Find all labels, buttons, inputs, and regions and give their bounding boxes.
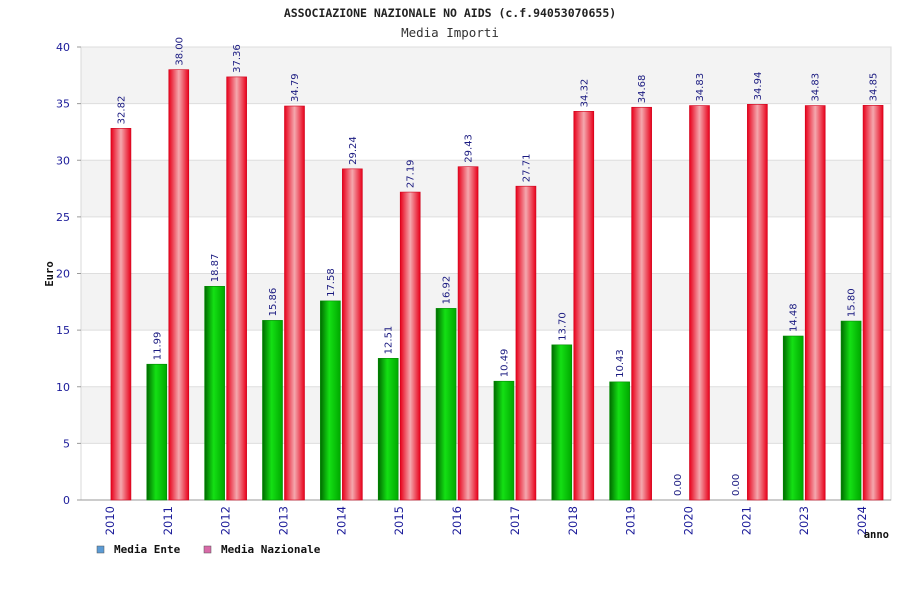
x-tick-label-2011: 2011 (161, 506, 175, 535)
bar-media-nazionale-2020 (689, 105, 710, 501)
data-label-media-nazionale-2014: 29.24 (348, 136, 359, 165)
plot-band (81, 386, 891, 444)
data-label-media-nazionale-2015: 27.19 (406, 159, 417, 188)
legend-label-media-nazionale: Media Nazionale (221, 543, 321, 556)
data-label-media-ente-2024: 15.80 (847, 288, 858, 317)
x-axis-label: anno (864, 529, 889, 541)
x-tick-label-2015: 2015 (392, 506, 406, 535)
data-label-media-ente-2012: 18.87 (210, 254, 221, 283)
y-tick-label: 10 (56, 381, 70, 394)
bar-media-nazionale-2017 (515, 185, 537, 501)
bar-media-nazionale-2024 (862, 105, 884, 501)
data-label-media-ente-2019: 10.43 (615, 349, 626, 378)
bar-media-nazionale-2023 (804, 105, 826, 501)
y-tick-label: 0 (63, 494, 70, 507)
chart-title: ASSOCIAZIONE NAZIONALE NO AIDS (c.f.9405… (284, 6, 616, 20)
data-label-media-nazionale-2011: 38.00 (174, 37, 185, 66)
data-label-media-ente-2013: 15.86 (268, 288, 279, 317)
legend-swatch-media-ente (96, 545, 105, 554)
data-label-media-nazionale-2018: 34.32 (579, 79, 590, 108)
y-tick-label: 15 (56, 324, 70, 337)
bar-media-nazionale-2014 (342, 168, 363, 501)
plot-band (81, 160, 891, 217)
bar-media-nazionale-2010 (110, 128, 132, 501)
data-label-media-ente-2016: 16.92 (442, 276, 453, 305)
y-tick-label: 5 (63, 437, 70, 450)
bar-media-ente-2018 (551, 344, 573, 501)
data-label-media-ente-2021: 0.00 (731, 474, 742, 496)
bar-media-ente-2011 (146, 363, 168, 501)
data-label-media-ente-2011: 11.99 (152, 332, 163, 361)
data-label-media-nazionale-2019: 34.68 (637, 75, 648, 104)
x-tick-label-2018: 2018 (566, 506, 580, 535)
bar-media-ente-2023 (782, 335, 804, 501)
bar-media-ente-2013 (262, 320, 283, 501)
bar-media-ente-2019 (609, 381, 630, 501)
x-tick-label-2023: 2023 (797, 506, 811, 535)
bar-media-ente-2024 (840, 320, 862, 501)
y-tick-label: 20 (56, 268, 70, 281)
bar-media-ente-2017 (493, 380, 515, 501)
bar-media-nazionale-2019 (631, 106, 652, 501)
data-label-media-ente-2023: 14.48 (789, 303, 800, 332)
bar-media-ente-2016 (435, 308, 457, 501)
x-tick-label-2019: 2019 (624, 506, 638, 535)
data-label-media-nazionale-2020: 34.83 (695, 73, 706, 102)
y-axis-label: Euro (44, 261, 56, 286)
y-tick-label: 35 (56, 98, 70, 111)
data-label-media-ente-2018: 13.70 (557, 312, 568, 341)
x-tick-label-2010: 2010 (103, 506, 117, 535)
bar-media-nazionale-2021 (747, 104, 768, 501)
data-label-media-nazionale-2013: 34.79 (290, 73, 301, 102)
legend: Media Ente Media Nazionale (96, 543, 321, 556)
data-labels: 32.82 11.99 38.00 18.87 37.36 15.86 34.79 17.58… (116, 37, 879, 496)
data-label-media-ente-2014: 17.58 (326, 268, 337, 297)
bar-media-nazionale-2015 (399, 191, 421, 501)
x-tick-label-2017: 2017 (508, 506, 522, 535)
data-label-media-nazionale-2010: 32.82 (116, 96, 127, 125)
y-tick-label: 30 (56, 154, 70, 167)
data-label-media-nazionale-2024: 34.85 (869, 73, 880, 102)
data-label-media-nazionale-2016: 29.43 (464, 134, 475, 163)
x-tick-label-2021: 2021 (739, 506, 753, 535)
data-label-media-nazionale-2012: 37.36 (232, 44, 243, 73)
legend-label-media-ente: Media Ente (114, 543, 181, 556)
plot-band (81, 273, 891, 331)
x-tick-label-2013: 2013 (277, 506, 291, 535)
data-label-media-nazionale-2017: 27.71 (521, 154, 532, 183)
bar-media-ente-2015 (377, 358, 399, 501)
bar-media-nazionale-2011 (168, 69, 190, 501)
y-axis-ticks: 0 5 10 15 20 25 30 35 40 (56, 41, 81, 507)
bar-media-nazionale-2016 (457, 166, 479, 501)
data-label-media-nazionale-2021: 34.94 (753, 72, 764, 101)
plot-band (81, 47, 891, 104)
bar-media-nazionale-2013 (284, 105, 305, 501)
y-tick-label: 25 (56, 211, 70, 224)
bar-media-nazionale-2018 (573, 111, 595, 501)
bar-media-ente-2012 (204, 285, 225, 501)
x-tick-label-2024: 2024 (855, 506, 869, 535)
bar-media-ente-2014 (320, 300, 341, 501)
x-tick-label-2014: 2014 (334, 506, 348, 535)
x-tick-label-2020: 2020 (682, 506, 696, 535)
bars (110, 69, 884, 501)
x-tick-label-2016: 2016 (450, 506, 464, 535)
data-label-media-nazionale-2023: 34.83 (811, 73, 822, 102)
legend-swatch-media-nazionale (203, 545, 212, 554)
y-tick-label: 40 (56, 41, 70, 54)
data-label-media-ente-2017: 10.49 (499, 349, 510, 378)
chart-subtitle: Media Importi (401, 25, 499, 40)
x-axis-ticks: 2010 2011 2012 2013 2014 2015 2016 2017 2018 2019… (103, 506, 869, 535)
data-label-media-ente-2020: 0.00 (673, 474, 684, 496)
x-tick-label-2012: 2012 (219, 506, 233, 535)
bar-media-nazionale-2012 (226, 76, 247, 501)
data-label-media-ente-2015: 12.51 (384, 326, 395, 355)
